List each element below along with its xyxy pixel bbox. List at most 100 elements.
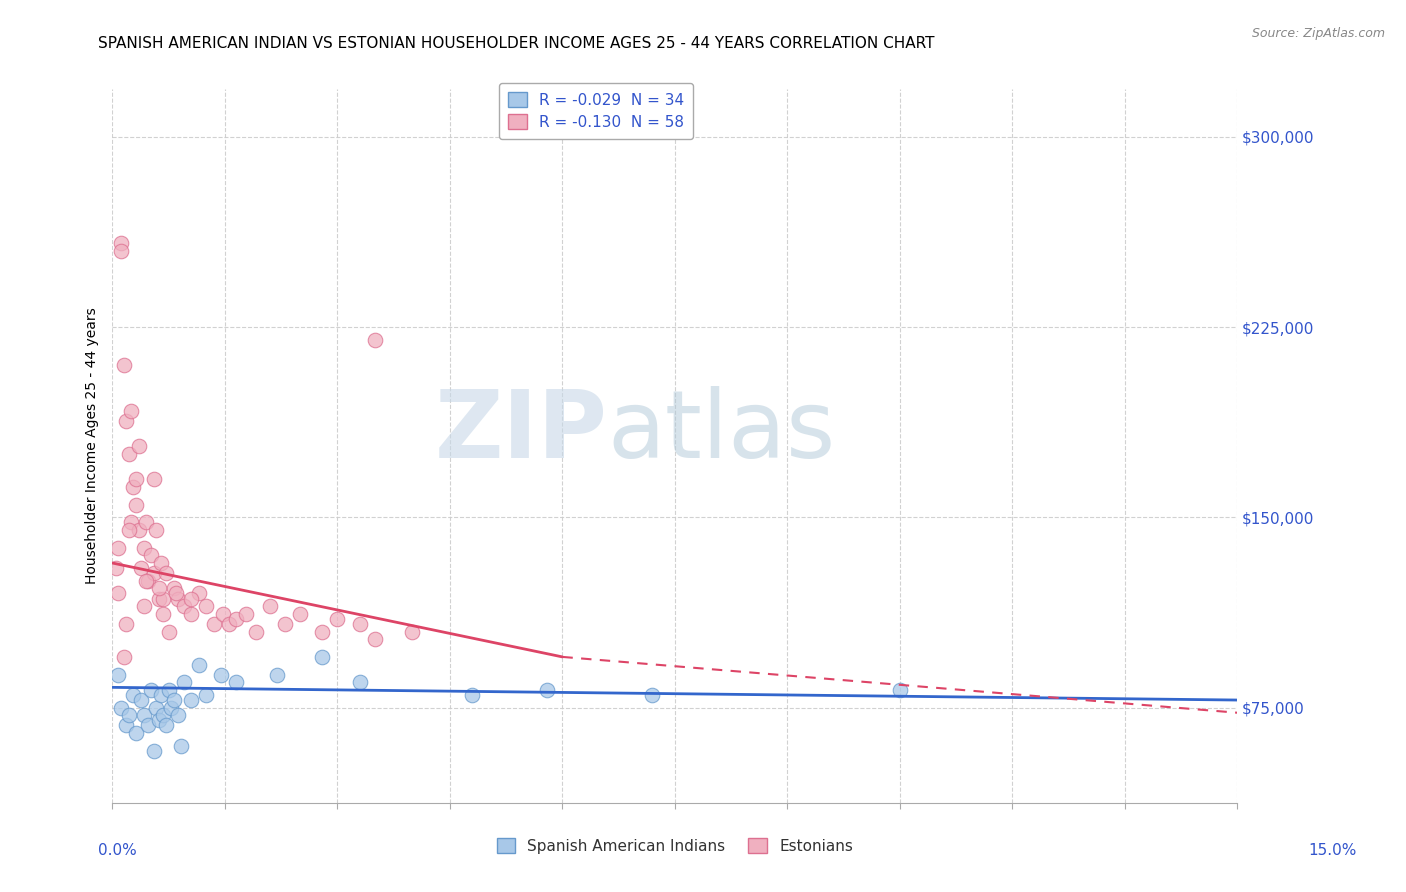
Point [142,744,165,758]
Point [128,523,150,537]
Point [120,404,142,418]
Point [349,675,371,690]
Point [107,586,129,600]
Point [148,714,170,728]
Point [132,541,155,555]
Point [165,586,187,600]
Point [235,607,257,621]
Point [148,591,170,606]
Point [132,599,155,614]
Point [150,556,173,570]
Point [142,472,165,486]
Text: SPANISH AMERICAN INDIAN VS ESTONIAN HOUSEHOLDER INCOME AGES 25 - 44 YEARS CORREL: SPANISH AMERICAN INDIAN VS ESTONIAN HOUS… [98,36,935,51]
Point [274,616,297,631]
Point [145,700,167,714]
Point [461,688,484,702]
Point [209,667,232,681]
Point [157,624,180,639]
Point [115,616,138,631]
Point [401,624,423,639]
Point [173,675,195,690]
Point [129,693,152,707]
Point [122,688,145,702]
Point [152,591,174,606]
Point [138,718,160,732]
Point [142,566,165,581]
Point [288,607,311,621]
Y-axis label: Householder Income Ages 25 - 44 years: Householder Income Ages 25 - 44 years [84,308,98,584]
Text: atlas: atlas [607,385,835,478]
Point [120,516,142,530]
Point [364,333,387,347]
Point [141,549,163,563]
Legend: Spanish American Indians, Estonians: Spanish American Indians, Estonians [488,829,862,863]
Point [212,607,235,621]
Point [202,616,225,631]
Point [180,693,202,707]
Point [155,718,177,732]
Point [152,708,174,723]
Point [132,708,155,723]
Point [125,726,148,740]
Point [326,612,349,626]
Point [173,599,195,614]
Point [218,616,240,631]
Point [135,516,157,530]
Point [163,693,186,707]
Text: Source: ZipAtlas.com: Source: ZipAtlas.com [1251,27,1385,40]
Point [160,700,183,714]
Point [118,447,141,461]
Point [125,498,148,512]
Point [245,624,267,639]
Point [110,236,132,251]
Point [110,244,132,258]
Text: 0.0%: 0.0% [98,843,138,858]
Point [641,688,664,702]
Point [145,523,167,537]
Text: ZIP: ZIP [434,385,607,478]
Point [122,480,145,494]
Point [105,561,128,575]
Text: 15.0%: 15.0% [1309,843,1357,858]
Point [195,688,218,702]
Point [157,682,180,697]
Point [170,739,193,753]
Point [364,632,387,647]
Point [118,708,141,723]
Point [141,682,163,697]
Point [112,358,135,372]
Point [112,649,135,664]
Point [110,700,132,714]
Point [128,439,150,453]
Point [225,675,247,690]
Point [195,599,218,614]
Point [167,591,190,606]
Point [180,607,202,621]
Point [135,574,157,588]
Point [536,682,558,697]
Point [187,586,209,600]
Point [155,566,177,581]
Point [167,708,190,723]
Point [125,472,148,486]
Point [311,624,333,639]
Point [138,574,160,588]
Point [311,649,333,664]
Point [118,523,141,537]
Point [150,688,173,702]
Point [259,599,281,614]
Point [187,657,209,672]
Point [180,591,202,606]
Point [107,541,129,555]
Point [148,582,170,596]
Point [115,718,138,732]
Point [266,667,288,681]
Point [152,607,174,621]
Point [349,616,371,631]
Point [107,667,129,681]
Point [129,561,152,575]
Point [225,612,247,626]
Point [163,582,186,596]
Point [889,682,911,697]
Point [115,414,138,428]
